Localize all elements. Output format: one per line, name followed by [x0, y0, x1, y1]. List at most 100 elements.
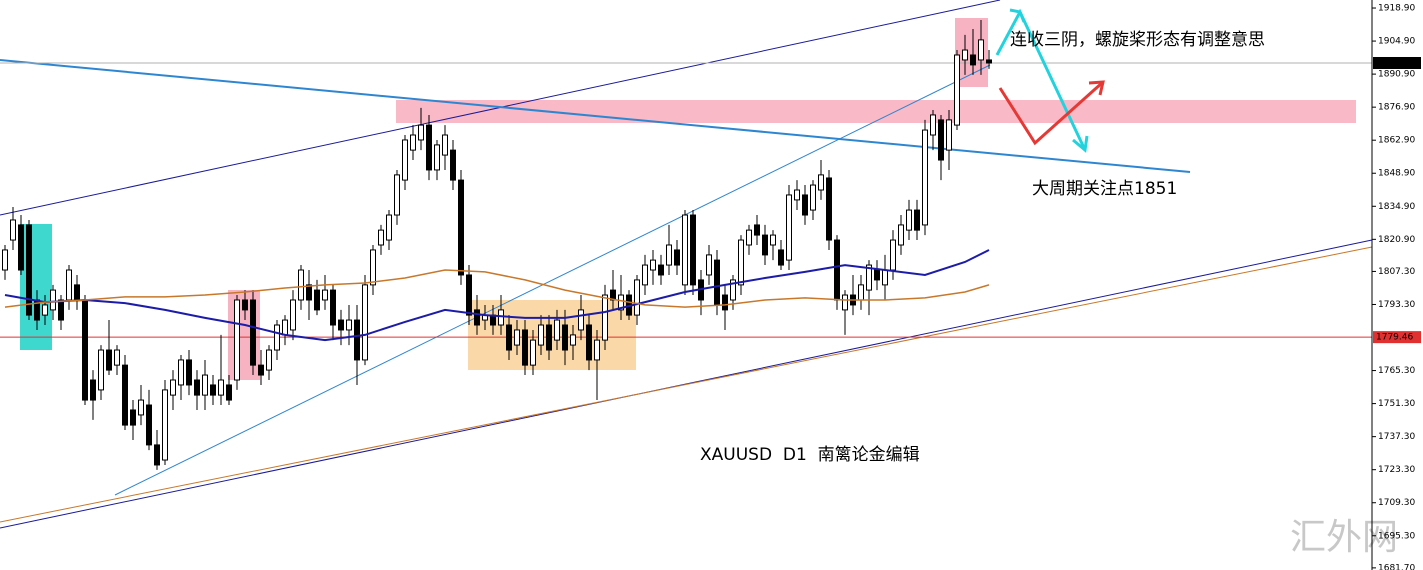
candle-body [578, 309, 584, 331]
candle-body [594, 339, 600, 361]
candle-body [250, 299, 256, 366]
candle-body [258, 364, 264, 376]
candle-body [522, 329, 528, 366]
candle-body [634, 279, 640, 316]
y-tick-label: 1793.30 [1378, 300, 1415, 310]
candle-body [186, 359, 192, 386]
trend-line [114, 64, 991, 496]
candle-body [346, 319, 352, 331]
candle-body [162, 389, 168, 461]
candle-body [242, 299, 248, 311]
price-label: 1895.61 [1376, 58, 1413, 68]
candle-body [866, 264, 872, 291]
arrow-head [1009, 8, 1026, 23]
candle-body [218, 379, 224, 396]
candle-body [178, 359, 184, 386]
candle-body [410, 134, 416, 151]
candle-body [810, 184, 816, 211]
price-label-box [1373, 56, 1421, 69]
candle-body [314, 289, 320, 311]
candle-body [82, 299, 88, 401]
candle-body [690, 214, 696, 286]
candle-body [786, 194, 792, 261]
arrows [995, 8, 1105, 153]
candle-body [458, 179, 464, 276]
y-tick-label: 1848.90 [1378, 169, 1415, 179]
candle-body [642, 264, 648, 286]
candle-body [138, 399, 144, 416]
candle-body [978, 39, 984, 61]
y-tick-label: 1751.30 [1378, 399, 1415, 409]
candle-body [890, 239, 896, 271]
highlight-box [20, 224, 52, 350]
candle-body [514, 329, 520, 346]
candle-body [434, 144, 440, 171]
candle-body [10, 219, 16, 241]
price-lines [0, 62, 1372, 338]
candle-body [714, 259, 720, 306]
candle-body [794, 189, 800, 201]
candle-body [234, 299, 240, 381]
candle-body [618, 294, 624, 311]
arrow-head [1072, 135, 1089, 153]
candle-body [266, 349, 272, 371]
y-tick-label: 1918.90 [1378, 4, 1415, 14]
candle-body [538, 324, 544, 346]
candle-body [834, 239, 840, 301]
candle-body [658, 264, 664, 276]
moving-average [4, 249, 990, 342]
candle-body [378, 229, 384, 246]
annotation: 连收三阴，螺旋桨形态有调整意思 [1010, 30, 1265, 50]
y-tick-label: 1765.30 [1378, 366, 1415, 376]
y-axis-labels: 1918.90 1904.90 1890.90 1876.90 1862.90 1848.… [1372, 4, 1421, 570]
candle-body [106, 349, 112, 371]
candle-body [962, 49, 968, 61]
candle-body [282, 319, 288, 336]
candle-body [562, 324, 568, 351]
candle-body [946, 119, 952, 151]
candle-body [826, 177, 832, 241]
candle-body [914, 209, 920, 231]
candle-body [986, 59, 992, 64]
candle-body [970, 54, 976, 66]
candle-body [874, 269, 880, 281]
candle-body [394, 174, 400, 216]
candle-body [650, 259, 656, 271]
candle-body [930, 114, 936, 136]
candle-body [882, 269, 888, 286]
price-label: 1779.46 [1376, 333, 1413, 343]
candle-body [706, 254, 712, 276]
channel-line [0, 246, 1373, 523]
candle-body [330, 289, 336, 326]
candle-body [450, 149, 456, 181]
candle-body [50, 289, 56, 311]
price-label-box [1373, 331, 1421, 344]
candle-body [58, 299, 64, 321]
candle-body [274, 324, 280, 351]
candle-body [130, 409, 136, 426]
candle-body [322, 289, 328, 301]
candle-body [906, 209, 912, 231]
candle-body [202, 374, 208, 396]
y-tick-label: 1737.30 [1378, 432, 1415, 442]
y-tick-label: 1834.90 [1378, 202, 1415, 212]
candle-body [98, 349, 104, 391]
candle-body [954, 54, 960, 126]
candle-body [386, 214, 392, 241]
candle-body [546, 324, 552, 351]
candle-body [586, 324, 592, 361]
candle-body [170, 379, 176, 396]
candle-body [474, 309, 480, 326]
y-tick-label: 1723.30 [1378, 465, 1415, 475]
candle-body [498, 309, 504, 326]
candle-body [730, 279, 736, 301]
candle-body [42, 304, 48, 316]
candle-body [298, 269, 304, 301]
y-tick-label: 1820.90 [1378, 235, 1415, 245]
candle-body [754, 224, 760, 236]
candle-body [802, 194, 808, 216]
candle-body [898, 224, 904, 246]
